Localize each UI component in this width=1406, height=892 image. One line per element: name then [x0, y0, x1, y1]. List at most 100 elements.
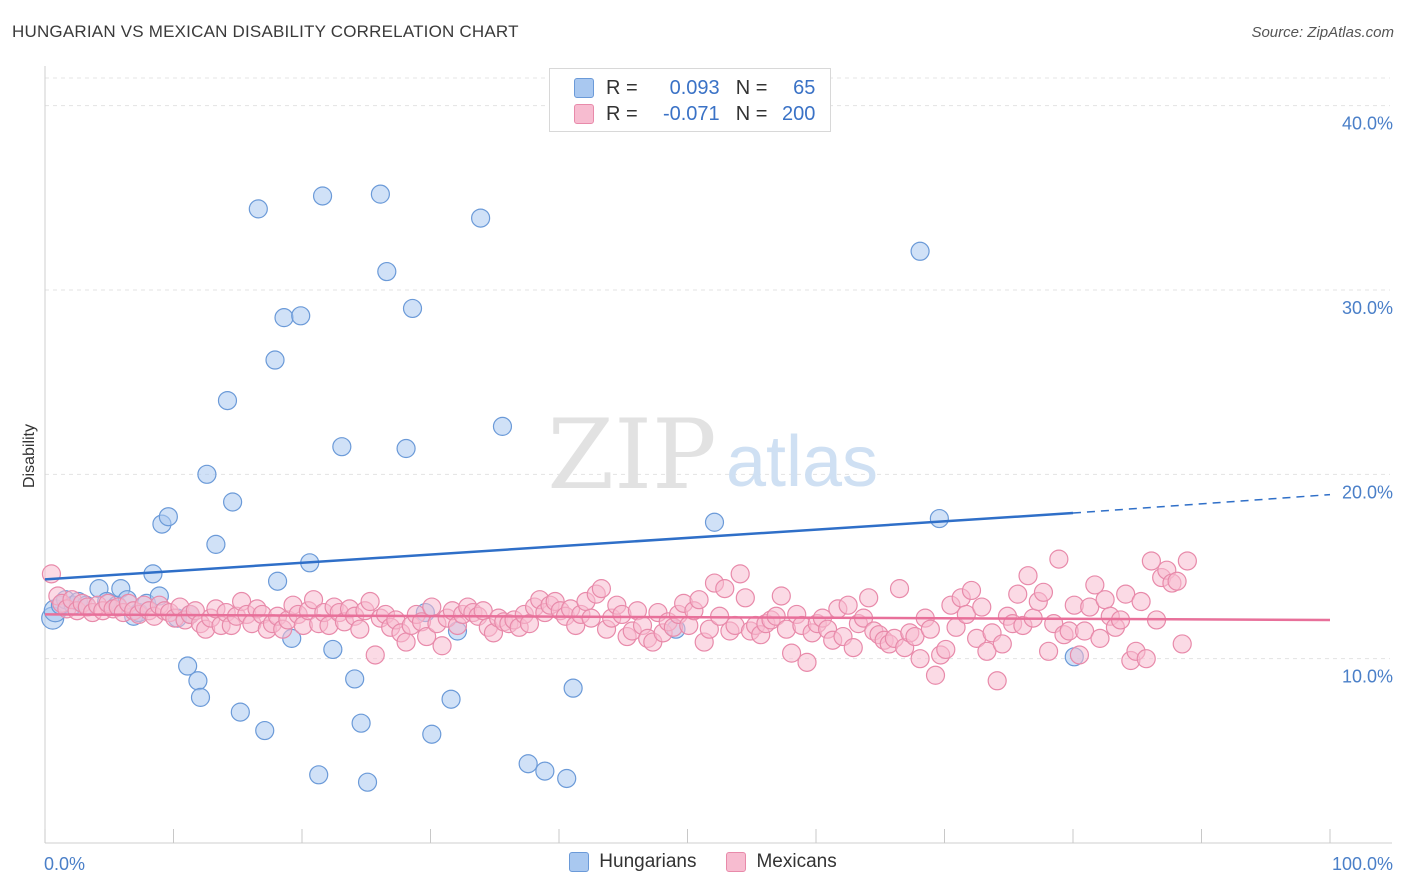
gridlines — [45, 77, 1390, 660]
data-points — [41, 184, 1197, 792]
mexican-point — [689, 590, 709, 610]
n-label: N = — [735, 102, 768, 125]
mexican-point — [905, 626, 925, 647]
hungarian-point — [312, 186, 333, 206]
hungarian-point — [230, 702, 250, 722]
hungarian-point — [929, 508, 949, 529]
n-value: 200 — [782, 102, 816, 125]
mexican-point — [843, 638, 863, 658]
mexican-point — [766, 606, 786, 626]
mexican-point — [1018, 566, 1038, 586]
mexican-point — [972, 597, 992, 617]
mexican-point — [303, 590, 324, 610]
mexican-point — [730, 564, 750, 584]
mexican-point — [1008, 584, 1028, 604]
mexican-point — [591, 579, 612, 599]
watermark-atlas: atlas — [726, 422, 878, 502]
hungarian-point — [441, 689, 461, 709]
mexican-point — [889, 579, 910, 599]
series-legend: Hungarians Mexicans — [0, 851, 1406, 873]
x-tick-label: 0.0% — [44, 854, 85, 874]
hungarian-point — [402, 298, 423, 319]
n-label: N = — [735, 76, 768, 99]
hungarian-trend-extension — [1072, 493, 1331, 514]
mexican-point — [699, 619, 719, 639]
hungarian-point — [518, 754, 538, 774]
n-value: 65 — [793, 76, 816, 99]
stats-legend: R = 0.093 N = 65 R = -0.071 N = 200 — [549, 68, 831, 132]
hungarian-point — [332, 437, 352, 457]
mexican-point — [961, 580, 982, 601]
mexican-point — [417, 626, 437, 647]
legend-item-mexicans[interactable]: Mexicans — [726, 851, 837, 873]
hungarian-point — [178, 656, 198, 676]
mexican-point — [1085, 575, 1105, 595]
hungarian-point — [309, 765, 329, 785]
r-label: R = — [606, 76, 638, 99]
hungarian-point — [357, 772, 378, 792]
mexicans-legend-swatch — [726, 852, 747, 872]
hungarian-point — [223, 492, 243, 512]
mexican-point — [1131, 591, 1151, 612]
hungarian-point — [158, 507, 178, 527]
mexican-point — [1074, 621, 1095, 641]
mexican-point — [581, 608, 601, 628]
y-tick-label: 10.0% — [1342, 667, 1393, 687]
axes — [44, 66, 1392, 844]
mexican-point — [396, 632, 416, 652]
mexican-point — [771, 586, 791, 606]
mexican-point — [365, 645, 385, 665]
hungarian-point — [188, 671, 208, 691]
hungarian-point — [910, 241, 930, 261]
mexican-point — [781, 643, 802, 663]
r-label: R = — [606, 102, 638, 125]
watermark-zip: ZIP — [547, 399, 716, 511]
mexican-point — [1090, 628, 1110, 648]
mexican-point — [1033, 582, 1054, 602]
mexicans-swatch — [574, 104, 594, 124]
mexican-point — [1177, 551, 1197, 571]
hungarian-point — [396, 438, 416, 459]
mexican-point — [715, 579, 735, 599]
mexican-point — [992, 634, 1012, 654]
mexican-point — [920, 619, 940, 639]
mexican-point — [859, 588, 879, 608]
mexican-point — [910, 649, 930, 669]
mexican-point — [936, 639, 956, 660]
source-label: Source: ZipAtlas.com — [1251, 24, 1394, 41]
mexican-point — [1167, 571, 1187, 591]
mexican-point — [350, 619, 370, 639]
legend-item-hungarians[interactable]: Hungarians — [569, 851, 696, 873]
hungarian-point — [255, 720, 275, 741]
mexican-point — [1116, 584, 1136, 604]
legend-label: Mexicans — [756, 851, 837, 872]
mexican-point — [1080, 597, 1100, 617]
hungarians-swatch — [574, 78, 594, 98]
hungarians-legend-swatch — [569, 852, 590, 872]
mexican-point — [735, 588, 755, 608]
legend-row-mexicans: R = -0.071 N = 200 — [574, 102, 815, 126]
r-value: -0.071 — [662, 102, 720, 125]
hungarian-point — [422, 724, 442, 744]
hungarian-trend-line — [44, 511, 1074, 581]
hungarian-point — [345, 669, 365, 689]
hungarian-point — [370, 184, 390, 204]
trend-lines — [44, 493, 1331, 622]
hungarian-point — [190, 687, 211, 707]
hungarian-point — [471, 208, 491, 228]
hungarian-point — [217, 390, 238, 411]
hungarian-point — [248, 199, 268, 219]
hungarian-point — [291, 306, 311, 326]
mexican-point — [797, 652, 817, 672]
hungarian-point — [351, 713, 371, 733]
y-tick-label: 30.0% — [1342, 298, 1393, 318]
y-tick-label: 20.0% — [1342, 482, 1393, 502]
mexican-point — [838, 595, 858, 615]
mexican-point — [925, 665, 946, 685]
mexican-point — [432, 636, 452, 656]
watermark: ZIP atlas — [547, 399, 878, 511]
hungarian-point — [274, 308, 294, 328]
mexican-point — [1038, 641, 1059, 661]
mexican-point — [1172, 634, 1192, 654]
